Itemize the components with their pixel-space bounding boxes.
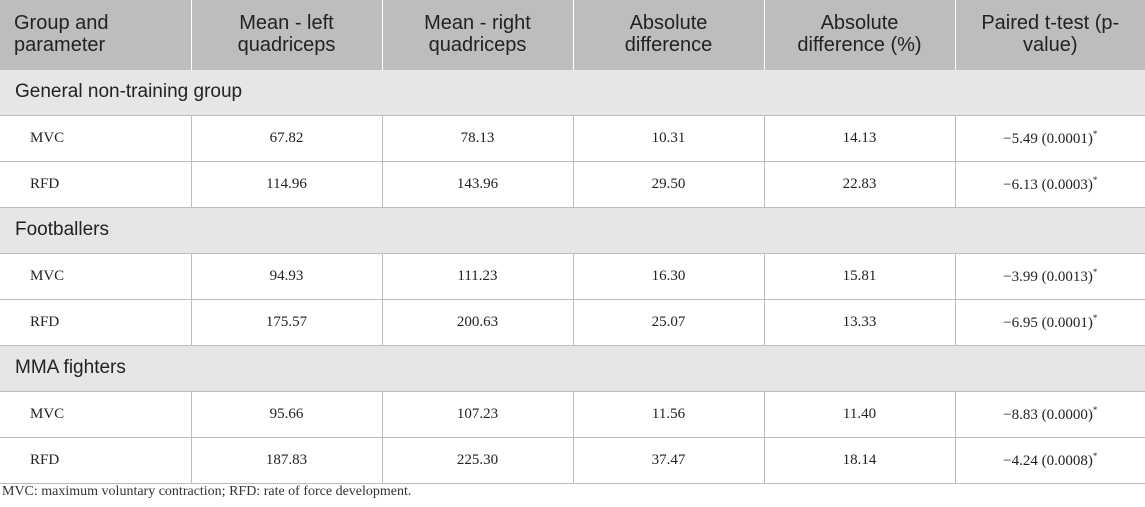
cell-ttest: −6.95 (0.0001)* (955, 299, 1145, 346)
cell-mean-right: 225.30 (382, 437, 574, 484)
cell-abs-diff-pct: 13.33 (764, 299, 956, 346)
header-paired-ttest: Paired t-test (p-value) (955, 0, 1145, 69)
cell-abs-diff-pct: 18.14 (764, 437, 956, 484)
cell-parameter: RFD (0, 437, 192, 484)
cell-ttest: −8.83 (0.0000)* (955, 391, 1145, 438)
table-row: RFD 187.83 225.30 37.47 18.14 −4.24 (0.0… (0, 437, 1145, 484)
cell-mean-left: 67.82 (191, 115, 383, 162)
cell-ttest: −6.13 (0.0003)* (955, 161, 1145, 208)
header-group-parameter: Group and parameter (0, 0, 192, 69)
ttest-value: −8.83 (0.0000) (1003, 406, 1093, 423)
cell-ttest: −4.24 (0.0008)* (955, 437, 1145, 484)
ttest-value: −5.49 (0.0001) (1003, 130, 1093, 147)
cell-abs-diff: 11.56 (573, 391, 765, 438)
group-row: MMA fighters (0, 344, 1145, 392)
cell-mean-left: 175.57 (191, 299, 383, 346)
significance-mark: * (1092, 266, 1098, 277)
cell-abs-diff: 16.30 (573, 253, 765, 300)
group-name: General non-training group (0, 68, 1145, 116)
cell-abs-diff-pct: 22.83 (764, 161, 956, 208)
ttest-value: −4.24 (0.0008) (1003, 452, 1093, 469)
cell-parameter: MVC (0, 115, 192, 162)
table-row: MVC 95.66 107.23 11.56 11.40 −8.83 (0.00… (0, 391, 1145, 438)
table-row: MVC 94.93 111.23 16.30 15.81 −3.99 (0.00… (0, 253, 1145, 300)
significance-mark: * (1092, 312, 1098, 323)
header-mean-left: Mean - left quadriceps (191, 0, 383, 69)
cell-parameter: RFD (0, 299, 192, 346)
cell-mean-left: 95.66 (191, 391, 383, 438)
cell-abs-diff: 25.07 (573, 299, 765, 346)
significance-mark: * (1092, 404, 1098, 415)
cell-ttest: −3.99 (0.0013)* (955, 253, 1145, 300)
cell-mean-right: 107.23 (382, 391, 574, 438)
significance-mark: * (1092, 128, 1098, 139)
cell-abs-diff-pct: 11.40 (764, 391, 956, 438)
cell-mean-right: 111.23 (382, 253, 574, 300)
cell-parameter: MVC (0, 391, 192, 438)
results-table: Group and parameter Mean - left quadrice… (0, 0, 1145, 484)
cell-mean-right: 200.63 (382, 299, 574, 346)
ttest-value: −6.95 (0.0001) (1003, 314, 1093, 331)
cell-mean-right: 78.13 (382, 115, 574, 162)
cell-mean-right: 143.96 (382, 161, 574, 208)
table-row: RFD 114.96 143.96 29.50 22.83 −6.13 (0.0… (0, 161, 1145, 208)
table-row: RFD 175.57 200.63 25.07 13.33 −6.95 (0.0… (0, 299, 1145, 346)
cell-abs-diff-pct: 15.81 (764, 253, 956, 300)
group-name: MMA fighters (0, 344, 1145, 392)
cell-abs-diff: 29.50 (573, 161, 765, 208)
cell-parameter: RFD (0, 161, 192, 208)
cell-mean-left: 94.93 (191, 253, 383, 300)
cell-mean-left: 114.96 (191, 161, 383, 208)
group-row: General non-training group (0, 68, 1145, 116)
ttest-value: −3.99 (0.0013) (1003, 268, 1093, 285)
group-row: Footballers (0, 206, 1145, 254)
header-absolute-difference-pct: Absolute difference (%) (764, 0, 956, 69)
cell-abs-diff: 10.31 (573, 115, 765, 162)
table-footnote: MVC: maximum voluntary contraction; RFD:… (2, 484, 412, 499)
header-absolute-difference: Absolute difference (573, 0, 765, 69)
cell-abs-diff: 37.47 (573, 437, 765, 484)
cell-ttest: −5.49 (0.0001)* (955, 115, 1145, 162)
header-mean-right: Mean - right quadriceps (382, 0, 574, 69)
table-row: MVC 67.82 78.13 10.31 14.13 −5.49 (0.000… (0, 115, 1145, 162)
significance-mark: * (1092, 174, 1098, 185)
table-body: General non-training group MVC 67.82 78.… (0, 68, 1145, 484)
cell-abs-diff-pct: 14.13 (764, 115, 956, 162)
group-name: Footballers (0, 206, 1145, 254)
cell-parameter: MVC (0, 253, 192, 300)
ttest-value: −6.13 (0.0003) (1003, 176, 1093, 193)
cell-mean-left: 187.83 (191, 437, 383, 484)
significance-mark: * (1092, 450, 1098, 461)
table-header: Group and parameter Mean - left quadrice… (0, 0, 1145, 69)
